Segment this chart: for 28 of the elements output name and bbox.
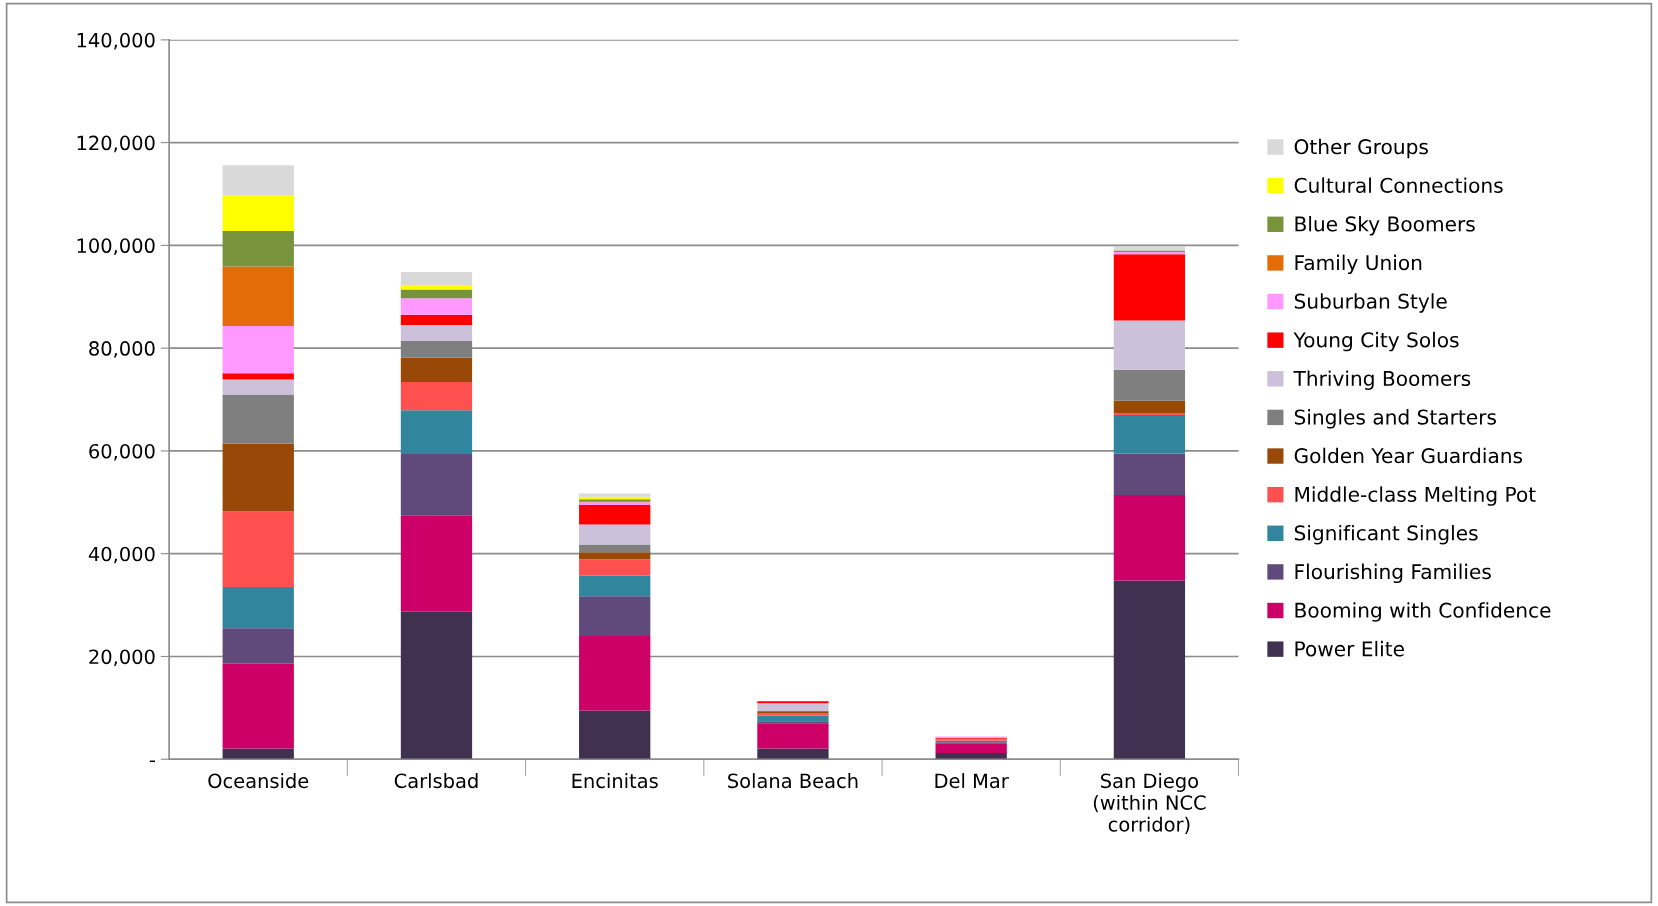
y-tick-label: 140,000 bbox=[77, 32, 155, 50]
legend-label: Young City Solos bbox=[1293, 331, 1459, 352]
legend-label: Other Groups bbox=[1294, 138, 1428, 159]
x-tick-label: San Diego (within NCC corridor) bbox=[1093, 773, 1206, 834]
legend-label: Thriving Boomers bbox=[1293, 370, 1471, 390]
y-tick-label: 40,000 bbox=[88, 546, 155, 564]
x-tick-label: Del Mar bbox=[935, 773, 1009, 789]
x-tick-label: Carlsbad bbox=[394, 773, 478, 789]
y-tick-label: 120,000 bbox=[77, 135, 155, 153]
legend-label: Singles and Starters bbox=[1294, 409, 1496, 429]
y-tick-label: 100,000 bbox=[77, 238, 155, 256]
legend-label: Blue Sky Boomers bbox=[1295, 216, 1475, 236]
y-tick-label: - bbox=[149, 760, 155, 763]
legend-label: Booming with Confidence bbox=[1295, 602, 1551, 622]
legend-label: Family Union bbox=[1295, 254, 1422, 275]
y-tick-label: 80,000 bbox=[89, 341, 155, 358]
y-tick-label: 60,000 bbox=[89, 443, 155, 461]
x-tick-label: Encinitas bbox=[572, 773, 658, 789]
y-tick-label: 20,000 bbox=[89, 649, 155, 667]
legend-label: Suburban Style bbox=[1294, 293, 1447, 313]
legend-label: Cultural Connections bbox=[1294, 177, 1503, 193]
legend-label: Middle-class Melting Pot bbox=[1295, 486, 1536, 506]
x-tick-label: Solana Beach bbox=[728, 773, 858, 789]
legend-label: Significant Singles bbox=[1294, 524, 1478, 545]
legend-label: Golden Year Guardians bbox=[1294, 447, 1523, 464]
legend-label: Power Elite bbox=[1295, 640, 1404, 657]
x-tick-label: Oceanside bbox=[208, 773, 309, 789]
legend-label: Flourishing Families bbox=[1295, 563, 1491, 584]
